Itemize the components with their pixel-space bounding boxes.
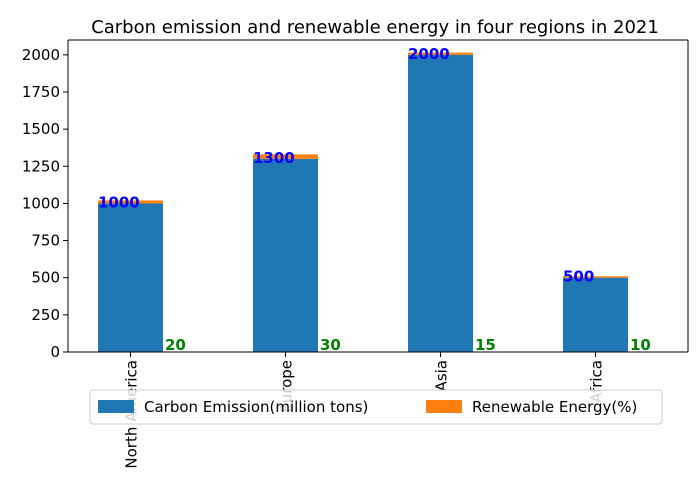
data-label-renewable-energy: 20 <box>165 336 186 354</box>
y-tick-label: 0 <box>50 343 60 361</box>
x-tick-label: Asia <box>433 360 451 391</box>
y-tick-label: 750 <box>31 232 60 250</box>
data-label-carbon-emission: 500 <box>563 268 594 286</box>
bar-renewable-energy <box>98 200 163 204</box>
data-label-renewable-energy: 10 <box>630 336 651 354</box>
bar-carbon-emission <box>408 54 473 352</box>
y-tick-label: 1250 <box>22 157 60 175</box>
bar-renewable-energy <box>408 52 473 55</box>
bar-carbon-emission <box>98 203 163 352</box>
chart-title: Carbon emission and renewable energy in … <box>91 17 659 38</box>
y-tick-label: 250 <box>31 306 60 324</box>
bar-carbon-emission <box>253 158 318 352</box>
data-label-renewable-energy: 30 <box>320 336 341 354</box>
y-tick-label: 1500 <box>22 120 60 138</box>
data-label-renewable-energy: 15 <box>475 336 496 354</box>
y-tick-label: 1750 <box>22 83 60 101</box>
bar-renewable-energy <box>563 276 628 278</box>
legend-box <box>89 389 663 425</box>
y-tick-label: 1000 <box>22 194 60 212</box>
legend: Carbon Emission(million tons) Renewable E… <box>89 389 663 425</box>
plot-area: 1000 20 1300 30 2000 15 500 10 0 250 500 750 1000 125… <box>22 39 689 469</box>
data-label-carbon-emission: 1300 <box>253 149 295 167</box>
legend-swatch <box>426 400 462 413</box>
legend-swatch <box>98 400 134 413</box>
legend-label: Carbon Emission(million tons) <box>144 398 368 416</box>
y-tick-label: 2000 <box>22 46 60 64</box>
data-label-carbon-emission: 2000 <box>408 45 450 63</box>
y-tick-label: 500 <box>31 269 60 287</box>
bar-renewable-energy <box>253 154 318 159</box>
data-label-carbon-emission: 1000 <box>98 193 140 211</box>
bar-carbon-emission <box>563 277 628 352</box>
legend-label: Renewable Energy(%) <box>472 398 637 416</box>
